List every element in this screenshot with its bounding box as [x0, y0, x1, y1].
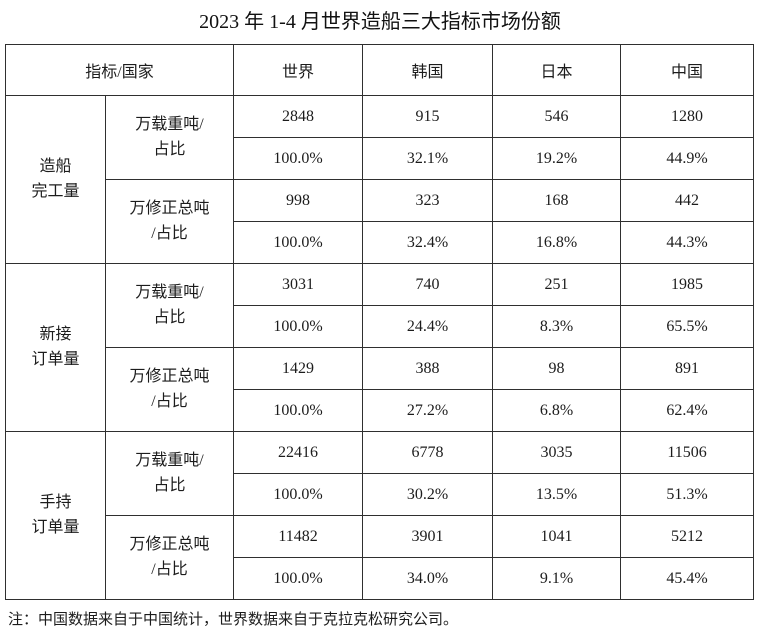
metric-label-dwt: 万载重吨/ 占比 — [104, 95, 235, 180]
share-cell: 51.3% — [620, 473, 755, 516]
header-row: 指标/国家 世界 韩国 日本 中国 — [4, 44, 755, 96]
value-cell: 2848 — [233, 95, 364, 138]
table-row: 新接 订单量 万载重吨/ 占比 3031 740 251 1985 — [5, 263, 755, 432]
metric-label-dwt: 万载重吨/ 占比 — [104, 263, 235, 348]
share-cell: 32.4% — [362, 221, 494, 264]
value-cell: 546 — [492, 95, 622, 138]
column-header-korea: 韩国 — [362, 44, 494, 96]
share-cell: 45.4% — [620, 557, 755, 600]
value-cell: 6778 — [362, 431, 494, 474]
group-label-backlog: 手持 订单量 — [5, 431, 106, 600]
value-cell: 3035 — [492, 431, 622, 474]
share-cell: 13.5% — [492, 473, 622, 516]
table-row: 万修正总吨 /占比 1429 388 98 891 — [6, 347, 755, 432]
share-cell: 62.4% — [620, 389, 755, 432]
share-cell: 34.0% — [362, 557, 494, 600]
share-cell: 100.0% — [233, 389, 364, 432]
table-row: 100.0% 32.4% 16.8% 44.3% — [6, 221, 755, 264]
value-cell: 915 — [362, 95, 494, 138]
metric-label-cgt: 万修正总吨 /占比 — [104, 515, 235, 600]
value-cell: 3901 — [362, 515, 494, 558]
share-cell: 19.2% — [492, 137, 622, 180]
metric-label-cgt: 万修正总吨 /占比 — [104, 347, 235, 432]
share-cell: 44.9% — [620, 137, 755, 180]
share-cell: 6.8% — [492, 389, 622, 432]
column-header-japan: 日本 — [492, 44, 622, 96]
value-cell: 998 — [233, 179, 364, 222]
footnote: 注：中国数据来自于中国统计，世界数据来自于克拉克松研究公司。 — [8, 612, 459, 628]
table-row: 100.0% 27.2% 6.8% 62.4% — [6, 389, 755, 432]
value-cell: 740 — [362, 263, 494, 306]
value-cell: 1429 — [233, 347, 364, 390]
value-cell: 98 — [492, 347, 622, 390]
table-row: 100.0% 24.4% 8.3% 65.5% — [6, 305, 755, 348]
page-title: 2023 年 1-4 月世界造船三大指标市场份额 — [199, 11, 561, 33]
value-cell: 891 — [620, 347, 755, 390]
share-cell: 24.4% — [362, 305, 494, 348]
value-cell: 3031 — [233, 263, 364, 306]
value-cell: 168 — [492, 179, 622, 222]
share-cell: 65.5% — [620, 305, 755, 348]
column-header-china: 中国 — [620, 44, 755, 96]
value-cell: 251 — [492, 263, 622, 306]
market-share-table: 指标/国家 世界 韩国 日本 中国 造船 完工量 万载重吨/ 占比 2848 9… — [4, 44, 755, 600]
table-row: 造船 完工量 万载重吨/ 占比 2848 915 546 1280 — [5, 95, 755, 264]
indicator-country-header: 指标/国家 — [4, 44, 235, 96]
metric-label-dwt: 万载重吨/ 占比 — [104, 431, 235, 516]
column-header-world: 世界 — [233, 44, 364, 96]
share-cell: 8.3% — [492, 305, 622, 348]
value-cell: 388 — [362, 347, 494, 390]
share-cell: 100.0% — [233, 305, 364, 348]
share-cell: 100.0% — [233, 473, 364, 516]
value-cell: 1280 — [620, 95, 755, 138]
share-cell: 9.1% — [492, 557, 622, 600]
share-cell: 44.3% — [620, 221, 755, 264]
share-cell: 100.0% — [233, 137, 364, 180]
table-row: 手持 订单量 万载重吨/ 占比 22416 6778 3035 11506 — [5, 431, 755, 600]
value-cell: 1985 — [620, 263, 755, 306]
table-row: 100.0% 34.0% 9.1% 45.4% — [6, 557, 755, 600]
value-cell: 11482 — [233, 515, 364, 558]
value-cell: 442 — [620, 179, 755, 222]
share-cell: 32.1% — [362, 137, 494, 180]
table-row: 100.0% 32.1% 19.2% 44.9% — [6, 137, 755, 180]
value-cell: 1041 — [492, 515, 622, 558]
value-cell: 22416 — [233, 431, 364, 474]
table-row: 万修正总吨 /占比 998 323 168 442 — [6, 179, 755, 264]
share-cell: 16.8% — [492, 221, 622, 264]
share-cell: 100.0% — [233, 221, 364, 264]
table-row: 100.0% 30.2% 13.5% 51.3% — [6, 473, 755, 516]
metric-label-cgt: 万修正总吨 /占比 — [104, 179, 235, 264]
group-label-new-orders: 新接 订单量 — [5, 263, 106, 432]
share-cell: 100.0% — [233, 557, 364, 600]
group-label-completions: 造船 完工量 — [5, 95, 106, 264]
table-row: 万修正总吨 /占比 11482 3901 1041 5212 — [6, 515, 755, 600]
value-cell: 11506 — [620, 431, 755, 474]
value-cell: 5212 — [620, 515, 755, 558]
share-cell: 30.2% — [362, 473, 494, 516]
share-cell: 27.2% — [362, 389, 494, 432]
value-cell: 323 — [362, 179, 494, 222]
